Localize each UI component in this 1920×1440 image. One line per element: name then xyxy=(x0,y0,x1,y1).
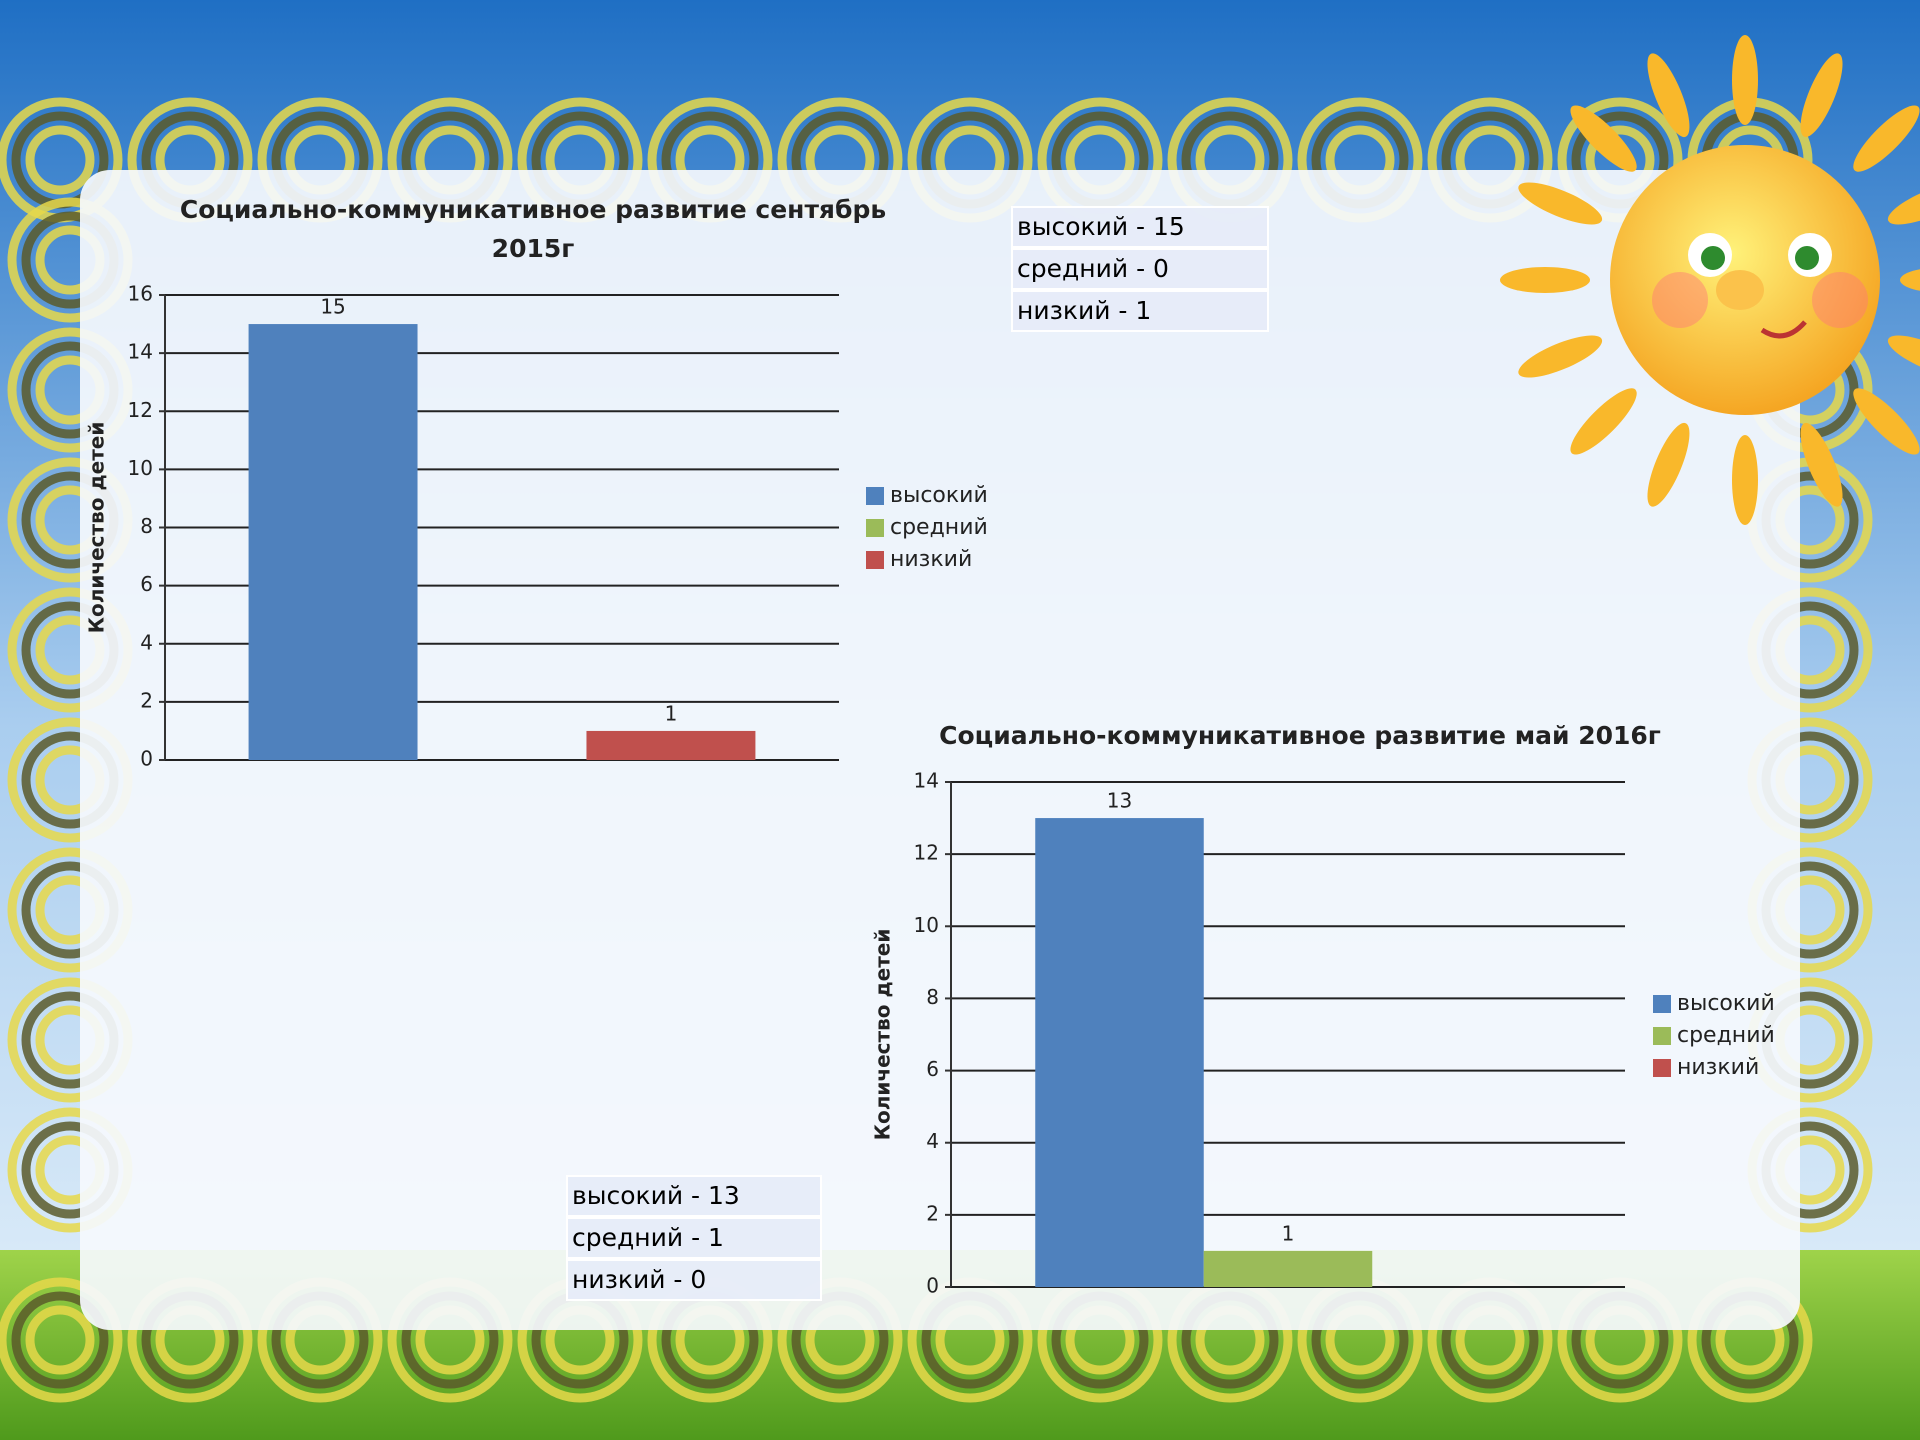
y-tick-label: 0 xyxy=(926,1274,939,1298)
sun-ray xyxy=(1853,105,1920,172)
bar xyxy=(1203,1250,1373,1287)
data-label: 1 xyxy=(1282,1221,1295,1245)
sun-ray xyxy=(1800,53,1843,138)
sun-ray xyxy=(1732,435,1758,525)
y-tick-label: 4 xyxy=(140,630,153,654)
sun-ray xyxy=(1647,53,1690,138)
sun-ray xyxy=(1732,35,1758,125)
sun xyxy=(1500,35,1920,525)
legend-label: высокий xyxy=(1677,991,1775,1016)
sun-ray xyxy=(1500,267,1590,293)
y-tick-label: 12 xyxy=(128,398,153,422)
legend-label: низкий xyxy=(890,547,972,572)
sun-ray xyxy=(1570,105,1637,172)
y-tick-label: 4 xyxy=(926,1129,939,1153)
legend-label: высокий xyxy=(890,483,988,508)
y-tick-label: 2 xyxy=(140,688,153,712)
frame-ring xyxy=(25,125,95,195)
sun-ray xyxy=(1518,182,1603,225)
bar xyxy=(1035,818,1204,1287)
sun-ray xyxy=(1800,422,1843,507)
sun-ray xyxy=(1518,335,1603,378)
chart-title: Социально-коммуникативное развитие май 2… xyxy=(939,721,1661,750)
chart-title: Социально-коммуникативное развитие сентя… xyxy=(180,195,886,263)
table-row: высокий - 15 xyxy=(1011,206,1269,248)
frame-ring xyxy=(11,1291,109,1389)
y-tick-label: 14 xyxy=(914,769,939,793)
sun-ray xyxy=(1887,335,1920,378)
legend-swatch xyxy=(1653,1059,1671,1077)
sun-ray xyxy=(1570,388,1637,455)
legend-swatch xyxy=(1653,1027,1671,1045)
y-tick-label: 6 xyxy=(140,572,153,596)
bar xyxy=(248,324,418,760)
legend-label: средний xyxy=(1677,1023,1775,1048)
legend-swatch xyxy=(866,519,884,537)
title-line: Социально-коммуникативное развитие сентя… xyxy=(180,195,886,224)
legend-label: низкий xyxy=(1677,1055,1759,1080)
y-tick-label: 8 xyxy=(140,514,153,538)
data-label: 13 xyxy=(1107,789,1132,813)
y-tick-label: 2 xyxy=(926,1201,939,1225)
panel xyxy=(80,170,1800,1330)
summary-table: высокий - 13 средний - 1 низкий - 0 xyxy=(566,1175,822,1301)
legend-swatch xyxy=(866,551,884,569)
y-tick-label: 14 xyxy=(128,340,153,364)
frame-ring xyxy=(0,1277,123,1403)
table-row: низкий - 0 xyxy=(566,1259,822,1301)
y-axis-label: Количество детей xyxy=(85,422,109,634)
table-row: средний - 0 xyxy=(1011,248,1269,290)
y-tick-label: 10 xyxy=(128,456,153,480)
y-tick-label: 0 xyxy=(140,747,153,771)
summary-table: высокий - 15 средний - 0 низкий - 1 xyxy=(1011,206,1269,332)
sun-ray xyxy=(1887,182,1920,225)
sun-ray xyxy=(1853,388,1920,455)
legend-swatch xyxy=(1653,995,1671,1013)
title-line: 2015г xyxy=(492,234,575,263)
frame-ring xyxy=(25,1305,95,1375)
data-label: 15 xyxy=(320,295,345,319)
y-tick-label: 6 xyxy=(926,1057,939,1081)
legend-label: средний xyxy=(890,515,988,540)
table-row: средний - 1 xyxy=(566,1217,822,1259)
bar xyxy=(586,730,756,760)
sun-ray xyxy=(1647,422,1690,507)
y-tick-label: 8 xyxy=(926,985,939,1009)
y-tick-label: 12 xyxy=(914,841,939,865)
table-row: низкий - 1 xyxy=(1011,290,1269,332)
sun-ray xyxy=(1900,269,1920,291)
y-tick-label: 10 xyxy=(914,913,939,937)
legend-swatch xyxy=(866,487,884,505)
data-label: 1 xyxy=(665,701,678,725)
y-tick-label: 16 xyxy=(128,282,153,306)
table-row: высокий - 13 xyxy=(566,1175,822,1217)
y-axis-label: Количество детей xyxy=(871,929,895,1141)
